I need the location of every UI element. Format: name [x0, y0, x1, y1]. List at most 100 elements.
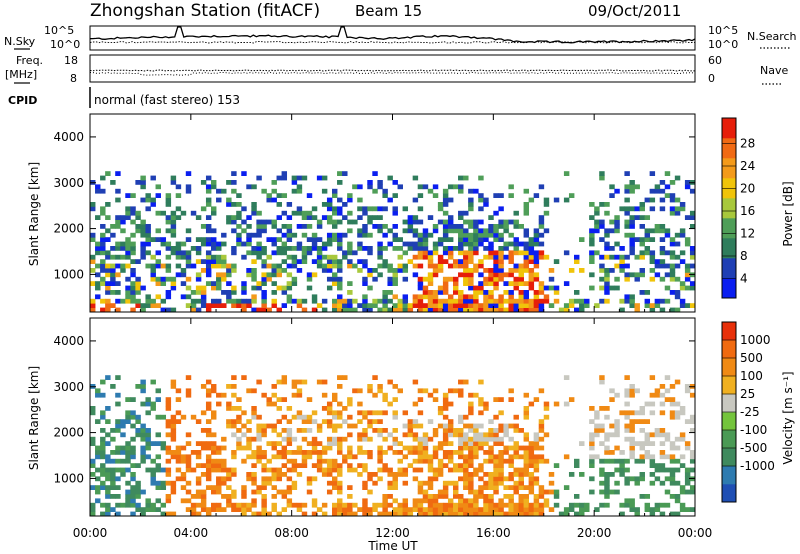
power-cell [538, 281, 545, 286]
velocity-cell [231, 454, 237, 460]
velocity-cell [387, 401, 393, 407]
velocity-cell [609, 397, 615, 402]
power-cell [115, 197, 121, 203]
power-cell [266, 197, 272, 203]
power-cell [473, 237, 479, 242]
velocity-cell [468, 458, 474, 464]
velocity-cell [316, 441, 323, 446]
velocity-cell [473, 441, 479, 446]
power-cell [468, 188, 474, 194]
power-cell [105, 298, 111, 304]
velocity-cell [659, 480, 666, 486]
velocity-cell [392, 410, 398, 416]
velocity-cell [115, 450, 121, 455]
x-axis-label: Time UT [367, 539, 418, 553]
power-cell [639, 224, 645, 229]
velocity-cell [316, 507, 323, 512]
velocity-cell [387, 480, 393, 486]
power-cell [236, 224, 242, 229]
velocity-cell [558, 511, 565, 517]
power-cell [382, 188, 388, 194]
power-cell [508, 259, 514, 264]
power-cell [291, 175, 298, 181]
velocity-cell [170, 511, 177, 517]
velocity-cell [190, 502, 197, 508]
power-cell [442, 246, 449, 251]
power-cell [543, 285, 550, 291]
velocity-cell [513, 450, 519, 455]
velocity-cell [205, 485, 212, 490]
velocity-cell [211, 450, 217, 455]
power-cell [498, 237, 504, 242]
power-cell [90, 268, 96, 273]
power-cell [533, 307, 540, 313]
power-cell [362, 210, 368, 216]
power-cell [145, 193, 151, 198]
power-cell [523, 254, 530, 260]
power-cell [145, 263, 151, 269]
power-cell [296, 268, 303, 273]
velocity-cell [498, 458, 504, 464]
power-cell [226, 294, 232, 300]
power-cell [337, 298, 343, 304]
velocity-cell [150, 472, 156, 477]
power-cell [110, 246, 116, 251]
velocity-cell [170, 450, 177, 455]
velocity-cell [523, 507, 530, 512]
velocity-cell [574, 511, 580, 517]
velocity-cell [614, 423, 620, 429]
velocity-cell [513, 445, 519, 451]
power-cell [120, 241, 126, 247]
velocity-cell [160, 441, 167, 446]
power-cell [246, 224, 252, 229]
velocity-cell [347, 494, 353, 499]
velocity-cell [478, 489, 484, 495]
power-cell [367, 246, 373, 251]
velocity-cell [105, 441, 111, 446]
power-cell [679, 232, 686, 238]
velocity-cell [639, 410, 645, 416]
power-cell [266, 254, 272, 260]
y-tick-label: 2000 [53, 222, 84, 236]
power-cell [624, 188, 630, 194]
velocity-cell [432, 454, 439, 460]
velocity-cell [342, 458, 348, 464]
power-cell [478, 303, 484, 308]
power-cell [468, 259, 474, 264]
power-cell [483, 303, 489, 308]
velocity-cell [432, 472, 439, 477]
velocity-cell [518, 454, 524, 460]
velocity-cell [357, 388, 363, 394]
velocity-cell [412, 502, 419, 508]
power-cell [644, 232, 651, 238]
velocity-cell [412, 436, 419, 442]
power-cell [200, 303, 207, 308]
power-cell [216, 303, 222, 308]
power-cell [463, 228, 469, 234]
velocity-cell [508, 388, 514, 394]
velocity-cell [392, 480, 398, 486]
velocity-cell [533, 467, 540, 473]
velocity-cell [347, 414, 353, 420]
colorbar-swatch [722, 118, 736, 139]
velocity-cell [468, 401, 474, 407]
velocity-cell [251, 406, 257, 411]
velocity-cell [135, 485, 141, 490]
power-cell [130, 232, 136, 238]
velocity-cell [125, 414, 131, 420]
power-cell [493, 285, 499, 291]
power-cell [155, 193, 161, 198]
power-cell [427, 298, 434, 304]
power-cell [155, 184, 161, 190]
velocity-cell [286, 485, 293, 490]
power-cell [211, 259, 217, 264]
velocity-cell [377, 410, 383, 416]
velocity-cell [205, 441, 212, 446]
power-cell [594, 224, 600, 229]
velocity-cell [301, 458, 308, 464]
velocity-cell [609, 489, 615, 495]
velocity-cell [589, 454, 595, 460]
power-cell [493, 254, 499, 260]
power-cell [170, 224, 177, 229]
velocity-cell [321, 419, 328, 424]
